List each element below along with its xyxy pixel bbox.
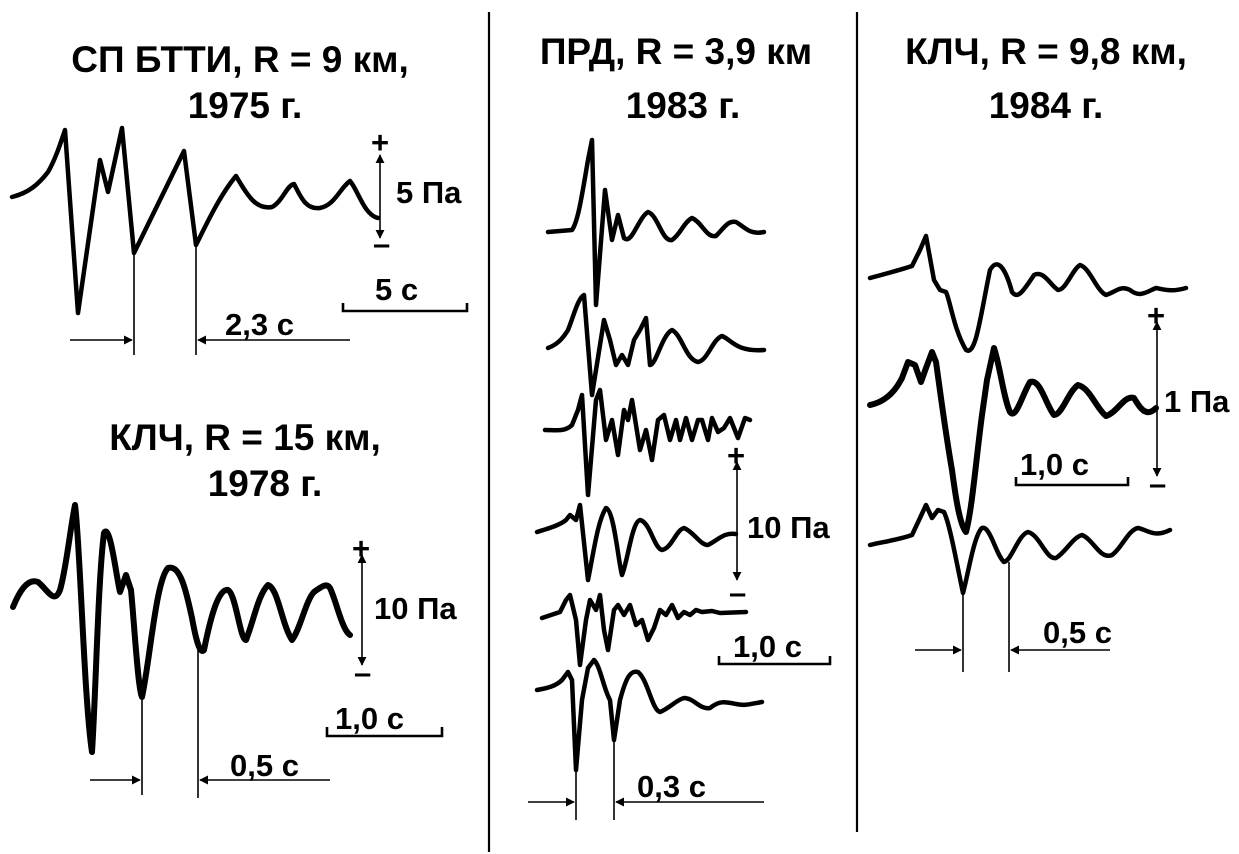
- amplitude-label: 10 Па: [747, 510, 830, 545]
- panel-title-line2: 1983 г.: [626, 85, 741, 126]
- panel-title-line1: ПРД, R = 3,9 км: [540, 31, 812, 72]
- panel-title-line2: 1975 г.: [188, 85, 303, 126]
- time-scale-bar: [717, 656, 832, 666]
- pressure-waveform-1: [545, 137, 767, 308]
- pressure-waveform-3: [867, 502, 1173, 596]
- time-scale-bar: [1014, 477, 1130, 487]
- panel-left-top: СП БТТИ, R = 9 км, 1975 г. 2,3 с + – 5 П…: [9, 39, 469, 355]
- period-label: 0,3 с: [637, 769, 706, 804]
- amplitude-plus-sign: +: [352, 531, 370, 566]
- panel-left-bottom: КЛЧ, R = 15 км, 1978 г. 0,5 с + – 10 Па …: [10, 417, 457, 798]
- pressure-waveform-6: [534, 657, 765, 773]
- panel-title-line1: СП БТТИ, R = 9 км,: [71, 39, 409, 80]
- pressure-waveform-3: [542, 387, 753, 498]
- panel-right: КЛЧ, R = 9,8 км, 1984 г. 0,5 с + – 1 Па …: [867, 31, 1230, 672]
- period-label: 0,5 с: [1043, 615, 1112, 650]
- pressure-waveform: [10, 502, 353, 755]
- pressure-waveform-1: [867, 233, 1189, 353]
- amplitude-plus-sign: +: [727, 438, 745, 473]
- panel-title-line2: 1984 г.: [989, 85, 1104, 126]
- amplitude-plus-sign: +: [1147, 298, 1165, 333]
- pressure-waveform: [9, 125, 381, 316]
- panel-title-line1: КЛЧ, R = 9,8 км,: [905, 31, 1187, 72]
- pressure-waveform-5: [539, 592, 749, 668]
- amplitude-label: 10 Па: [374, 591, 457, 626]
- panel-middle: ПРД, R = 3,9 км 1983 г. 0,3 с + – 10 Па …: [528, 31, 832, 820]
- amplitude-minus-sign: –: [729, 575, 746, 610]
- amplitude-label: 5 Па: [396, 175, 462, 210]
- pressure-waveform-2: [867, 345, 1159, 535]
- pressure-waveform-2: [545, 292, 767, 398]
- time-scale-label: 1,0 с: [1020, 447, 1089, 482]
- time-scale-label: 5 с: [375, 272, 418, 307]
- pressure-waveform-4: [534, 502, 739, 583]
- period-label: 2,3 с: [225, 307, 294, 342]
- period-label: 0,5 с: [230, 748, 299, 783]
- amplitude-label: 1 Па: [1164, 384, 1230, 419]
- amplitude-minus-sign: –: [1149, 466, 1166, 501]
- amplitude-minus-sign: –: [354, 655, 371, 690]
- time-scale-label: 1,0 с: [335, 701, 404, 736]
- time-scale-bar: [341, 303, 469, 313]
- time-scale-label: 1,0 с: [733, 629, 802, 664]
- panel-title-line1: КЛЧ, R = 15 км,: [109, 417, 381, 458]
- time-scale-bar: [325, 727, 444, 738]
- amplitude-plus-sign: +: [371, 125, 389, 160]
- panel-title-line2: 1978 г.: [208, 463, 323, 504]
- amplitude-minus-sign: –: [373, 226, 390, 261]
